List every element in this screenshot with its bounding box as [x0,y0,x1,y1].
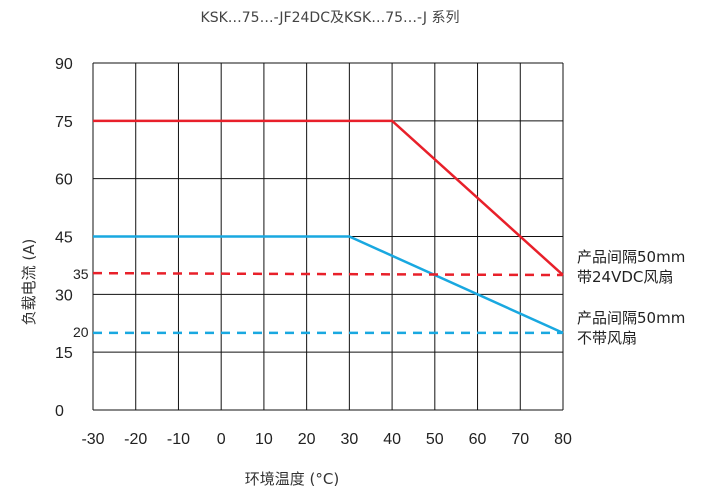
y-tick-label-6: 90 [55,56,73,73]
x-tick-label-3: 0 [217,431,226,448]
y-axis-label: 负载电流 (A) [20,239,38,326]
chart-title: KSK…75…-JF24DC及KSK…75…-J 系列 [201,10,460,26]
annotation-0-line-0: 产品间隔50mm [577,248,685,266]
x-tick-label-1: -20 [124,431,147,448]
y-tick-label-3: 45 [55,230,73,247]
y-tick-labels: 0 15 30 45 60 75 90 20 35 [55,56,89,420]
x-tick-label-2: -10 [167,431,190,448]
y-tick-label-0: 0 [55,403,64,420]
y-tick-label-5: 75 [55,114,73,131]
x-tick-label-10: 70 [511,431,529,448]
y-tick-label-2: 30 [55,287,73,304]
series-group [92,119,564,335]
x-tick-label-8: 50 [426,431,444,448]
y-tick-label-minor-0: 20 [73,324,89,340]
x-axis-label: 环境温度 (°C) [245,470,339,488]
x-tick-label-9: 60 [469,431,487,448]
y-tick-label-4: 60 [55,172,73,189]
y-tick-label-minor-1: 35 [73,266,89,282]
x-tick-label-5: 20 [298,431,316,448]
series-line-1 [93,235,564,335]
x-tick-label-0: -30 [81,431,104,448]
series-line-2 [92,271,564,277]
annotation-1-line-0: 产品间隔50mm [577,309,685,327]
x-tick-labels: -30 -20 -10 0 10 20 30 40 50 60 70 80 [81,431,572,448]
x-tick-label-7: 40 [383,431,401,448]
annotation-1-line-1: 不带风扇 [577,329,637,347]
series-line-0 [93,119,564,276]
x-tick-label-4: 10 [255,431,273,448]
x-tick-label-6: 30 [340,431,358,448]
y-tick-label-1: 15 [55,345,73,362]
annotation-0-line-1: 带24VDC风扇 [577,268,673,286]
x-tick-label-11: 80 [554,431,572,448]
